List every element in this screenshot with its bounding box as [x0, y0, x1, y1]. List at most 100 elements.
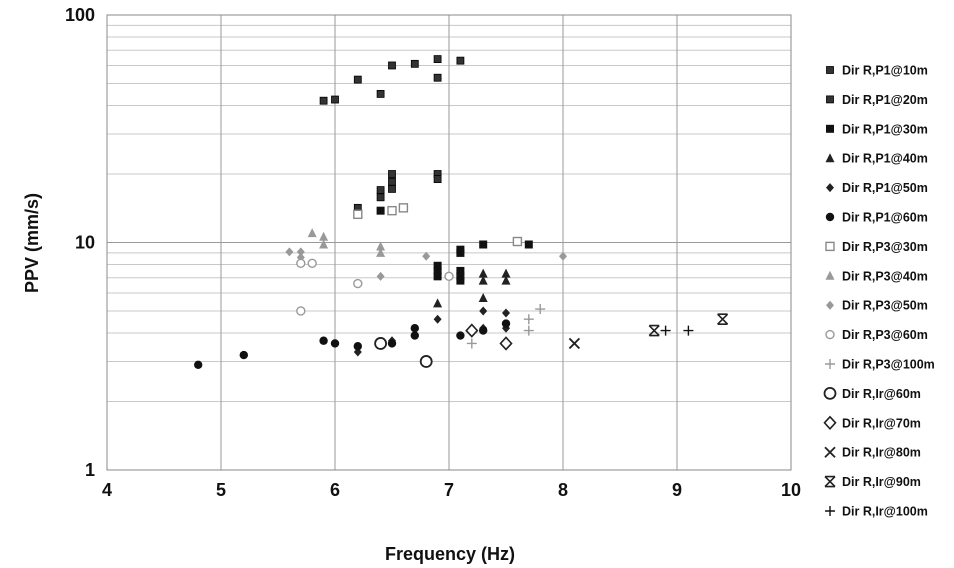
- legend-marker: [825, 329, 835, 340]
- series-11: [374, 337, 433, 368]
- x-axis-title: Frequency (Hz): [385, 544, 515, 564]
- y-axis-title: PPV (mm/s): [22, 193, 42, 293]
- data-points: [194, 55, 729, 370]
- data-point: [376, 271, 385, 281]
- data-point: [376, 89, 385, 98]
- data-point: [433, 73, 442, 82]
- data-point: [479, 326, 488, 335]
- data-point: [410, 59, 419, 68]
- data-point: [307, 258, 317, 269]
- data-point: [376, 186, 385, 194]
- data-point: [388, 61, 396, 70]
- legend-label: Dir R,Ir@80m: [842, 446, 921, 460]
- data-point: [501, 268, 511, 278]
- data-point: [285, 247, 294, 257]
- legend-item: Dir R,Ir@90m: [824, 475, 921, 489]
- data-point: [568, 337, 581, 350]
- data-point: [353, 278, 363, 289]
- legend-marker: [825, 241, 835, 252]
- legend-marker: [825, 212, 835, 222]
- series-6: [353, 203, 523, 247]
- data-point: [296, 306, 306, 316]
- data-point: [479, 306, 488, 316]
- data-point: [456, 331, 465, 340]
- data-point: [433, 272, 442, 281]
- data-point: [307, 228, 317, 238]
- data-point: [319, 231, 329, 241]
- data-point: [717, 313, 729, 326]
- data-point: [376, 241, 386, 251]
- data-point: [388, 185, 396, 193]
- data-point: [456, 276, 465, 285]
- data-point: [456, 56, 465, 65]
- data-point: [433, 175, 442, 183]
- data-point: [353, 75, 362, 84]
- series-13: [568, 337, 581, 350]
- legend-item: Dir R,P3@50m: [826, 299, 928, 313]
- data-point: [319, 336, 328, 345]
- data-point: [410, 324, 419, 333]
- data-point: [559, 251, 567, 261]
- x-tick-label: 6: [330, 480, 340, 500]
- data-point: [478, 268, 488, 278]
- legend-marker: [824, 446, 836, 458]
- legend-marker: [825, 153, 835, 163]
- data-point: [319, 239, 329, 249]
- series-12: [465, 323, 513, 351]
- series-9: [296, 258, 454, 316]
- legend-item: Dir R,P1@10m: [826, 64, 928, 78]
- data-point: [330, 339, 340, 348]
- legend-marker: [825, 506, 835, 516]
- legend-item: Dir R,P1@40m: [825, 152, 928, 166]
- legend-marker: [825, 359, 835, 369]
- legend-label: Dir R,P3@50m: [842, 299, 928, 313]
- data-point: [456, 272, 465, 281]
- legend-marker: [826, 300, 834, 310]
- legend-marker: [823, 386, 837, 400]
- data-point: [296, 258, 306, 269]
- legend-marker: [826, 183, 834, 193]
- data-point: [512, 236, 523, 247]
- series-7: [307, 228, 386, 257]
- data-point: [353, 342, 362, 351]
- data-point: [501, 319, 511, 328]
- legend-label: Dir R,P1@20m: [842, 93, 928, 107]
- legend-marker: [824, 475, 836, 488]
- data-point: [683, 325, 694, 336]
- data-point: [387, 205, 397, 216]
- series-8: [285, 247, 567, 281]
- data-point: [433, 314, 442, 324]
- series-3: [433, 268, 511, 308]
- data-point: [444, 271, 454, 282]
- legend-label: Dir R,P3@60m: [842, 328, 928, 342]
- grid: [106, 15, 792, 471]
- data-point: [524, 240, 533, 249]
- series-1: [331, 56, 465, 212]
- data-point: [194, 360, 203, 370]
- data-point: [388, 177, 396, 186]
- data-point: [433, 266, 442, 275]
- x-tick-label: 10: [781, 480, 801, 500]
- data-point: [398, 203, 409, 213]
- legend-label: Dir R,P1@30m: [842, 122, 928, 136]
- data-point: [502, 308, 510, 318]
- data-point: [376, 193, 385, 202]
- legend-item: Dir R,P1@20m: [826, 93, 928, 107]
- legend-label: Dir R,P1@40m: [842, 152, 928, 166]
- data-point: [535, 304, 546, 315]
- data-point: [331, 95, 339, 104]
- legend-marker: [825, 270, 835, 280]
- legend: Dir R,P1@10m Dir R,P1@20m Dir R,P1@30m Dir …: [823, 64, 935, 519]
- y-tick-label: 10: [75, 233, 95, 253]
- data-point: [478, 275, 488, 285]
- legend-label: Dir R,P1@50m: [842, 181, 928, 195]
- legend-item: Dir R,P3@40m: [825, 269, 928, 283]
- y-tick-labels: 1 10 100: [65, 5, 95, 480]
- data-point: [499, 336, 513, 351]
- data-point: [296, 247, 305, 257]
- legend-label: Dir R,P1@60m: [842, 211, 928, 225]
- legend-item: Dir R,Ir@100m: [825, 505, 928, 519]
- data-point: [376, 206, 385, 215]
- data-point: [523, 325, 534, 336]
- y-tick-label: 100: [65, 5, 95, 25]
